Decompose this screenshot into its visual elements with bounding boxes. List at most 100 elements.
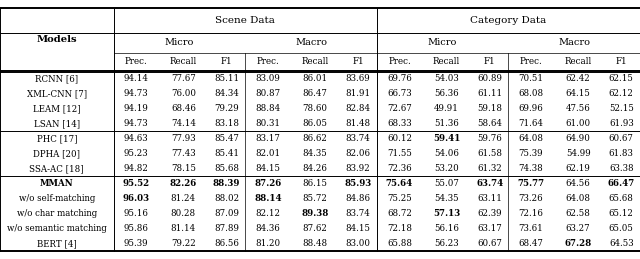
Text: 64.15: 64.15 [566, 89, 591, 98]
Text: 66.47: 66.47 [607, 179, 635, 188]
Text: 64.08: 64.08 [518, 134, 543, 143]
Text: 86.47: 86.47 [303, 89, 328, 98]
Text: 65.68: 65.68 [609, 194, 634, 203]
Text: 80.31: 80.31 [255, 119, 280, 128]
Text: 84.34: 84.34 [214, 89, 239, 98]
Text: 69.96: 69.96 [518, 104, 543, 113]
Text: 82.84: 82.84 [346, 104, 371, 113]
Text: 54.06: 54.06 [434, 149, 459, 158]
Text: XML-CNN [7]: XML-CNN [7] [27, 89, 87, 98]
Text: 94.63: 94.63 [124, 134, 148, 143]
Text: 81.14: 81.14 [171, 224, 196, 233]
Text: 84.15: 84.15 [346, 224, 371, 233]
Text: RCNN [6]: RCNN [6] [35, 74, 78, 83]
Text: 62.15: 62.15 [609, 74, 634, 83]
Text: 73.26: 73.26 [519, 194, 543, 203]
Text: 83.17: 83.17 [255, 134, 280, 143]
Text: 61.58: 61.58 [477, 149, 502, 158]
Text: 62.39: 62.39 [477, 209, 502, 218]
Text: 69.76: 69.76 [387, 74, 412, 83]
Text: 95.39: 95.39 [124, 239, 148, 248]
Text: PHC [17]: PHC [17] [36, 134, 77, 143]
Text: 59.41: 59.41 [433, 134, 460, 143]
Text: LEAM [12]: LEAM [12] [33, 104, 81, 113]
Text: 75.64: 75.64 [386, 179, 413, 188]
Text: 61.00: 61.00 [566, 119, 591, 128]
Text: 84.35: 84.35 [303, 149, 327, 158]
Text: 79.22: 79.22 [171, 239, 196, 248]
Text: 83.69: 83.69 [346, 74, 371, 83]
Text: 83.74: 83.74 [346, 209, 371, 218]
Text: Models: Models [36, 35, 77, 44]
Text: Macro: Macro [295, 38, 327, 47]
Text: 61.93: 61.93 [609, 119, 634, 128]
Text: 81.24: 81.24 [171, 194, 196, 203]
Text: Micro: Micro [428, 38, 458, 47]
Text: 95.86: 95.86 [124, 224, 148, 233]
Text: Prec.: Prec. [388, 57, 411, 67]
Text: 87.62: 87.62 [303, 224, 328, 233]
Text: 78.15: 78.15 [171, 164, 196, 173]
Text: SSA-AC [18]: SSA-AC [18] [29, 164, 84, 173]
Text: Prec.: Prec. [125, 57, 148, 67]
Text: 88.14: 88.14 [254, 194, 282, 203]
Text: 94.14: 94.14 [124, 74, 148, 83]
Text: 85.47: 85.47 [214, 134, 239, 143]
Text: 88.02: 88.02 [214, 194, 239, 203]
Text: 68.08: 68.08 [518, 89, 543, 98]
Text: 56.36: 56.36 [435, 89, 459, 98]
Text: 68.72: 68.72 [387, 209, 412, 218]
Text: w/o semantic matching: w/o semantic matching [7, 224, 107, 233]
Text: MMAN: MMAN [40, 179, 74, 188]
Text: 56.23: 56.23 [435, 239, 459, 248]
Text: 89.38: 89.38 [301, 209, 329, 218]
Text: 75.39: 75.39 [519, 149, 543, 158]
Text: 82.01: 82.01 [255, 149, 280, 158]
Text: 54.35: 54.35 [435, 194, 459, 203]
Text: Macro: Macro [558, 38, 590, 47]
Text: 63.38: 63.38 [609, 164, 634, 173]
Text: 80.87: 80.87 [255, 89, 280, 98]
Text: 63.11: 63.11 [477, 194, 502, 203]
Text: 95.23: 95.23 [124, 149, 148, 158]
Text: 72.67: 72.67 [387, 104, 412, 113]
Text: F1: F1 [616, 57, 627, 67]
Text: 81.91: 81.91 [346, 89, 371, 98]
Text: 76.00: 76.00 [171, 89, 196, 98]
Text: 51.36: 51.36 [434, 119, 459, 128]
Text: 82.12: 82.12 [255, 209, 280, 218]
Text: 84.36: 84.36 [255, 224, 280, 233]
Text: 95.16: 95.16 [124, 209, 148, 218]
Text: Recall: Recall [301, 57, 328, 67]
Text: 95.52: 95.52 [123, 179, 150, 188]
Text: 75.77: 75.77 [518, 179, 545, 188]
Text: 84.86: 84.86 [346, 194, 371, 203]
Text: 96.03: 96.03 [123, 194, 150, 203]
Text: 78.60: 78.60 [303, 104, 328, 113]
Text: 75.25: 75.25 [387, 194, 412, 203]
Text: Recall: Recall [564, 57, 592, 67]
Text: 59.76: 59.76 [477, 134, 502, 143]
Text: 86.56: 86.56 [214, 239, 239, 248]
Text: 71.64: 71.64 [518, 119, 543, 128]
Text: 94.73: 94.73 [124, 119, 148, 128]
Text: 62.58: 62.58 [566, 209, 591, 218]
Text: 77.93: 77.93 [171, 134, 196, 143]
Text: 60.67: 60.67 [609, 134, 634, 143]
Text: 60.12: 60.12 [387, 134, 412, 143]
Text: 66.73: 66.73 [387, 89, 412, 98]
Text: 77.43: 77.43 [171, 149, 196, 158]
Text: 83.92: 83.92 [346, 164, 371, 173]
Text: 87.89: 87.89 [214, 224, 239, 233]
Text: 63.17: 63.17 [477, 224, 502, 233]
Text: 88.84: 88.84 [255, 104, 280, 113]
Text: 62.12: 62.12 [609, 89, 634, 98]
Text: 65.88: 65.88 [387, 239, 412, 248]
Text: Recall: Recall [433, 57, 460, 67]
Text: 74.38: 74.38 [518, 164, 543, 173]
Text: Micro: Micro [164, 38, 194, 47]
Text: 80.28: 80.28 [171, 209, 196, 218]
Text: 86.62: 86.62 [303, 134, 328, 143]
Text: 87.09: 87.09 [214, 209, 239, 218]
Text: 65.12: 65.12 [609, 209, 634, 218]
